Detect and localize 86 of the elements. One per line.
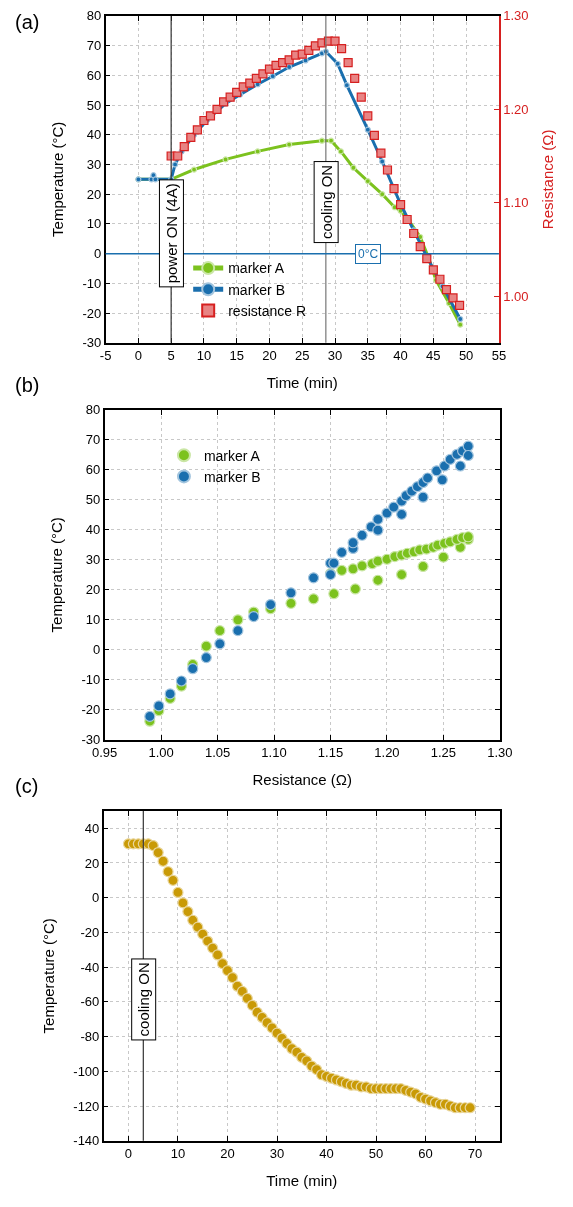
x-tick-label: 50 xyxy=(458,348,474,364)
y-tick-label: 40 xyxy=(85,522,101,538)
chart-title: (a) xyxy=(15,11,40,33)
y-tick-label: -60 xyxy=(80,994,100,1010)
x-tick-label: 1.25 xyxy=(430,745,457,761)
x-tick-label: 10 xyxy=(196,348,212,364)
y-tick-label: 10 xyxy=(86,216,102,232)
ref-line-label: power ON (4A) xyxy=(162,183,180,284)
x-tick-label: 40 xyxy=(393,348,408,364)
y-tick-label: -40 xyxy=(80,959,100,975)
x-tick-label: 15 xyxy=(229,348,244,364)
x-tick-label: 50 xyxy=(368,1146,384,1162)
y-tick-label: 40 xyxy=(86,127,102,143)
y-tick-label: -100 xyxy=(73,1063,100,1079)
y-axis-title: Temperature (°C) xyxy=(48,517,66,633)
y-tick-label: 10 xyxy=(85,612,101,628)
x-tick-label: 45 xyxy=(426,348,441,364)
ref-line-label: cooling ON xyxy=(317,164,335,240)
legend-label: marker B xyxy=(228,281,285,298)
x-tick-label: 30 xyxy=(269,1146,285,1162)
x-tick-label: 70 xyxy=(467,1146,483,1162)
y-tick-label: -20 xyxy=(81,702,101,718)
chart-title: (c) xyxy=(15,775,39,797)
y-tick-label: -80 xyxy=(80,1029,100,1045)
y-tick-label: -10 xyxy=(82,275,102,291)
y-tick-label: 80 xyxy=(85,402,101,418)
y2-tick-label: 1.30 xyxy=(503,8,529,24)
y-tick-label: 20 xyxy=(86,186,102,202)
x-axis-title: Resistance (Ω) xyxy=(252,770,353,788)
x-tick-label: 1.20 xyxy=(374,745,400,761)
y-tick-label: 30 xyxy=(86,157,102,173)
y-tick-label: 60 xyxy=(85,462,101,478)
legend-label: resistance R xyxy=(228,302,307,319)
y2-axis-title: Resistance (Ω) xyxy=(539,129,557,230)
x-tick-label: 1.30 xyxy=(487,745,513,761)
legend-label: marker A xyxy=(203,447,261,464)
y-tick-label: 0 xyxy=(93,642,101,658)
x-tick-label: 10 xyxy=(170,1146,186,1162)
y-tick-label: 60 xyxy=(86,67,102,83)
y-tick-label: 70 xyxy=(86,38,102,54)
x-tick-label: 1.05 xyxy=(204,745,231,761)
y-axis-title: Temperature (°C) xyxy=(49,121,67,237)
y-tick-label: 0 xyxy=(92,890,100,906)
y-tick-label: 0 xyxy=(94,246,102,262)
x-tick-label: 40 xyxy=(319,1146,334,1162)
ref-line-label: cooling ON xyxy=(135,962,153,1037)
x-tick-label: 60 xyxy=(418,1146,433,1162)
y-tick-label: 50 xyxy=(86,97,102,113)
legend-label: marker B xyxy=(203,468,261,485)
x-tick-label: 20 xyxy=(262,348,277,364)
x-tick-label: 30 xyxy=(327,348,343,364)
y-tick-label: -20 xyxy=(82,305,102,321)
y2-tick-label: 1.10 xyxy=(503,195,529,211)
y-tick-label: -120 xyxy=(73,1098,100,1114)
y-axis-title: Temperature (°C) xyxy=(40,918,58,1034)
y-tick-label: -10 xyxy=(81,672,101,688)
x-tick-label: -5 xyxy=(99,348,112,364)
y-tick-label: 50 xyxy=(85,492,101,508)
legend-label: marker A xyxy=(228,260,285,277)
x-tick-label: 20 xyxy=(220,1146,235,1162)
y-tick-label: 30 xyxy=(85,552,101,568)
x-tick-label: 0.95 xyxy=(91,745,118,761)
y-tick-label: 40 xyxy=(84,820,100,836)
ref-line-label: 0°C xyxy=(358,247,379,261)
x-tick-label: 35 xyxy=(360,348,376,364)
y2-tick-label: 1.00 xyxy=(503,288,529,304)
x-axis-title: Time (min) xyxy=(266,1171,338,1189)
y-tick-label: 20 xyxy=(84,855,100,871)
y-tick-label: -30 xyxy=(82,335,102,351)
y-tick-label: 70 xyxy=(85,432,101,448)
y-tick-label: 20 xyxy=(85,582,101,598)
x-tick-label: 5 xyxy=(167,348,175,364)
x-tick-label: 55 xyxy=(491,348,507,364)
y2-tick-label: 1.20 xyxy=(503,101,529,117)
y-tick-label: 80 xyxy=(86,8,102,24)
chart-title: (b) xyxy=(15,374,40,396)
x-tick-label: 0 xyxy=(134,348,142,364)
y-tick-label: -140 xyxy=(73,1133,100,1149)
y-tick-label: -30 xyxy=(81,732,101,748)
x-tick-label: 1.10 xyxy=(261,745,287,761)
y-tick-label: -20 xyxy=(80,924,100,940)
x-tick-label: 1.15 xyxy=(317,745,344,761)
x-axis-title: Time (min) xyxy=(266,373,338,391)
x-tick-label: 1.00 xyxy=(148,745,174,761)
x-tick-label: 0 xyxy=(124,1146,133,1162)
x-tick-label: 25 xyxy=(295,348,310,364)
